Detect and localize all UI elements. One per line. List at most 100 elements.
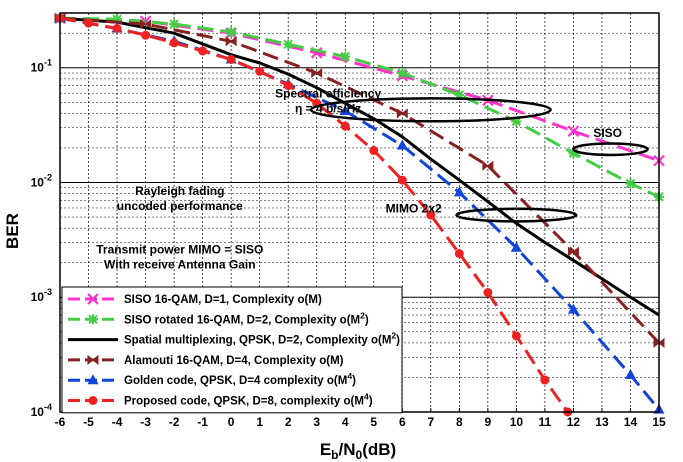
x-tick-label: 3 — [313, 415, 320, 429]
siso-ellipse — [572, 142, 649, 157]
x-tick-label: 13 — [595, 415, 609, 429]
data-point-bowtie — [482, 160, 494, 171]
annotation-rayleigh: Rayleigh fading uncoded performance — [117, 184, 243, 213]
data-point-star — [454, 89, 465, 100]
x-tick-label: 15 — [652, 415, 666, 429]
legend: SISO 16-QAM, D=1, Complexity o(M) SISO ro… — [61, 286, 403, 414]
data-point-bowtie — [140, 19, 152, 30]
x-axis-label-sub2: 0 — [356, 448, 363, 462]
tick-layer: -6 -5 -4 -3 -2 -1 0 1 2 3 4 5 6 7 8 9 10 11 12 13 14 1510-110… — [31, 58, 666, 429]
data-point-triangle — [339, 104, 351, 115]
data-point-star — [112, 14, 123, 25]
spectral-ellipse — [309, 97, 552, 123]
y-tick-label: 10-3 — [31, 287, 52, 304]
data-point-star — [226, 26, 237, 37]
data-point-circle — [540, 375, 550, 385]
annotation-transmit: Transmit power MIMO = SISO With receive A… — [96, 243, 263, 272]
legend-label: Alamouti 16-QAM, D=4, Complexity o(M) — [124, 355, 344, 367]
data-point-triangle — [396, 139, 408, 150]
x-axis-label-tail: (dB) — [362, 440, 396, 459]
legend-entry: Golden code, QPSK, D=4 complexity o(M4) — [68, 371, 356, 387]
y-tick-label: 10-2 — [31, 172, 52, 189]
data-point-circle — [255, 66, 265, 76]
data-point-triangle — [510, 241, 522, 252]
series-layer — [54, 12, 665, 417]
data-point-triangle — [567, 303, 579, 314]
data-point-circle — [283, 81, 293, 91]
data-point-circle — [511, 331, 521, 341]
annotation-spectral: Spectral efficiency η = 4 b/s/Hz — [275, 87, 381, 116]
x-tick-label: 5 — [370, 415, 377, 429]
x-tick-label: -6 — [55, 415, 66, 429]
data-point-star — [340, 51, 351, 62]
x-tick-label: 11 — [539, 415, 552, 429]
data-point-circle — [340, 121, 350, 131]
x-tick-label: -2 — [169, 415, 180, 429]
data-point-bowtie — [567, 246, 579, 257]
data-point-star — [625, 178, 636, 189]
legend-entry: Spatial multiplexing, QPSK, D=2, Complex… — [68, 331, 400, 347]
x-tick-label: -5 — [83, 415, 94, 429]
data-point-star — [88, 314, 98, 325]
data-point-triangle — [624, 369, 636, 380]
y-axis-label: BER — [3, 213, 22, 249]
data-point-circle — [426, 210, 436, 220]
x-axis-label-main: E — [320, 440, 331, 459]
data-point-bowtie — [87, 354, 99, 365]
series-5 — [55, 13, 573, 417]
data-point-triangle — [87, 374, 99, 385]
x-tick-label: 7 — [427, 415, 434, 429]
legend-entry: Alamouti 16-QAM, D=4, Complexity o(M) — [68, 354, 344, 367]
x-tick-label: 14 — [624, 415, 638, 429]
data-point-star — [397, 68, 408, 79]
legend-entry: SISO rotated 16-QAM, D=2, Complexity o(M… — [68, 310, 369, 326]
ellipse-layer — [309, 97, 649, 223]
data-point-circle — [226, 55, 236, 65]
data-point-star — [283, 39, 294, 50]
annotation-siso: SISO — [593, 126, 622, 140]
annotation-mimo: MIMO 2x2 — [386, 201, 442, 215]
legend-label: SISO rotated 16-QAM, D=2, Complexity o(M… — [124, 310, 369, 326]
legend-label: SISO 16-QAM, D=1, Complexity o(M) — [124, 294, 322, 306]
legend-entry: Proposed code, QPSK, D=8, complexity o(M… — [68, 392, 373, 408]
x-tick-label: 8 — [456, 415, 463, 429]
data-point-bowtie — [225, 36, 237, 47]
x-tick-label: 9 — [485, 415, 492, 429]
x-tick-label: -1 — [197, 415, 208, 429]
data-point-circle — [112, 23, 122, 33]
data-point-star — [169, 19, 180, 30]
x-tick-label: 10 — [510, 415, 524, 429]
series-line — [59, 16, 660, 199]
data-point-circle — [198, 46, 208, 56]
data-point-bowtie — [653, 337, 665, 348]
x-tick-label: 4 — [342, 415, 349, 429]
data-point-circle — [483, 288, 493, 298]
data-point-star — [511, 116, 522, 127]
data-point-bowtie — [396, 108, 408, 119]
x-tick-label: 12 — [567, 415, 581, 429]
x-axis-label-sub1: b — [331, 448, 338, 462]
series-line — [59, 16, 661, 344]
data-point-circle — [84, 18, 94, 28]
legend-label: Spatial multiplexing, QPSK, D=2, Complex… — [124, 331, 400, 347]
x-tick-label: 2 — [285, 415, 292, 429]
x-tick-label: 0 — [228, 415, 235, 429]
data-point-x — [87, 293, 99, 305]
data-point-circle — [397, 175, 407, 185]
data-point-circle — [454, 249, 464, 259]
legend-label: Golden code, QPSK, D=4 complexity o(M4) — [124, 371, 356, 387]
x-tick-label: 1 — [256, 415, 263, 429]
x-axis-label-mid: /N — [339, 440, 356, 459]
y-tick-label: 10-4 — [31, 402, 52, 419]
x-tick-label: -3 — [140, 415, 151, 429]
data-point-circle — [141, 30, 151, 40]
data-point-x — [567, 125, 580, 137]
mimo-ellipse — [455, 207, 578, 223]
annotation-layer: Spectral efficiency η = 4 b/s/Hz SISO MIMO … — [96, 87, 622, 272]
data-point-circle — [369, 146, 379, 156]
data-point-circle — [88, 396, 98, 405]
data-point-triangle — [453, 186, 465, 197]
x-tick-label: 6 — [399, 415, 406, 429]
y-tick-label: 10-1 — [31, 58, 52, 75]
